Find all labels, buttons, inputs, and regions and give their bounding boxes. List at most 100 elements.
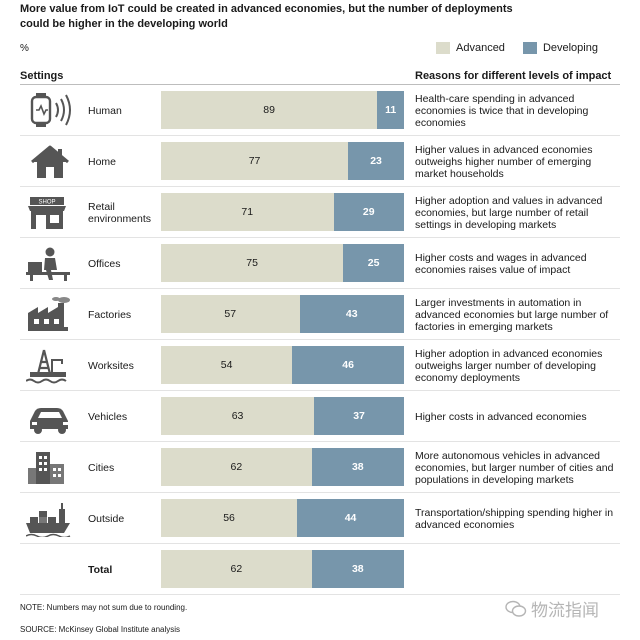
bar-segment-advanced: 63 xyxy=(161,397,315,435)
category-label: Offices xyxy=(88,257,121,270)
reason-text: Higher costs in advanced economies xyxy=(415,410,587,423)
legend-swatch-advanced xyxy=(436,42,450,54)
legend-label-developing: Developing xyxy=(542,42,598,54)
data-label-advanced: 54 xyxy=(220,359,233,371)
stacked-bar: 63 37 xyxy=(161,397,404,435)
chart-row: Factories 57 43 Larger investments in autom… xyxy=(20,289,620,340)
category-label: Factories xyxy=(88,308,132,321)
bar-segment-developing: 11 xyxy=(377,91,404,129)
bar-segment-advanced: 57 xyxy=(161,295,300,333)
source-note: SOURCE: McKinsey Global Institute analys… xyxy=(20,625,181,634)
chart-row: Total 62 38 xyxy=(20,544,620,595)
shop-icon: SHOP xyxy=(26,195,80,231)
category-label: Vehicles xyxy=(88,410,128,423)
stacked-bar: 56 44 xyxy=(161,499,404,537)
stacked-bar: 77 23 xyxy=(161,142,404,180)
bar-segment-advanced: 89 xyxy=(161,91,378,129)
reason-text: Higher adoption in advanced economies ou… xyxy=(415,347,603,384)
stacked-bar: 89 11 xyxy=(161,91,404,129)
bar-segment-developing: 38 xyxy=(311,448,404,486)
data-label-advanced: 77 xyxy=(248,155,261,167)
category-label: Retail environments xyxy=(88,200,152,225)
row-divider xyxy=(20,339,620,340)
bar-segment-developing: 29 xyxy=(333,193,404,231)
cargo-ship-icon xyxy=(25,501,80,539)
bar-segment-advanced: 71 xyxy=(161,193,334,231)
stacked-bar: 62 38 xyxy=(161,550,404,588)
watermark: 物流指闻 xyxy=(505,596,599,621)
data-label-developing: 11 xyxy=(385,104,397,116)
header-divider xyxy=(20,84,620,85)
house-icon xyxy=(26,144,80,180)
reason-text: Larger investments in automation in adva… xyxy=(415,296,609,333)
stacked-bar: 71 29 xyxy=(161,193,404,231)
category-label: Total xyxy=(88,563,113,576)
stacked-bar: 75 25 xyxy=(161,244,404,282)
reason-text: Higher adoption and values in advanced e… xyxy=(415,194,603,231)
data-label-developing: 29 xyxy=(362,206,375,218)
data-label-developing: 38 xyxy=(351,461,364,473)
chart-row: Outside 56 44 Transportation/shipping spend… xyxy=(20,493,620,544)
row-divider xyxy=(20,594,620,595)
stacked-bar: 54 46 xyxy=(161,346,404,384)
reason-text: Health-care spending in advanced economi… xyxy=(415,92,589,129)
chart-row: Vehicles 63 37 Higher costs in advanced eco… xyxy=(20,391,620,442)
bar-segment-developing: 43 xyxy=(299,295,404,333)
office-worker-icon xyxy=(26,246,80,282)
reason-text: Higher values in advanced economies outw… xyxy=(415,143,593,180)
reasons-header: Reasons for different levels of impact xyxy=(415,70,612,82)
category-label: Outside xyxy=(88,512,125,525)
row-divider xyxy=(20,288,620,289)
row-divider xyxy=(20,543,620,544)
data-label-developing: 44 xyxy=(344,512,357,524)
chart-title: More value from IoT could be created in … xyxy=(20,3,513,30)
bar-segment-advanced: 62 xyxy=(161,448,312,486)
unit-label: % xyxy=(20,43,29,54)
row-divider xyxy=(20,390,620,391)
legend-label-advanced: Advanced xyxy=(456,42,505,54)
category-label: Human xyxy=(88,104,122,117)
reason-text: Higher costs and wages in advanced econo… xyxy=(415,251,587,276)
legend: Advanced Developing xyxy=(436,42,616,54)
data-label-advanced: 62 xyxy=(230,563,243,575)
data-label-developing: 23 xyxy=(370,155,382,167)
reason-text: Transportation/shipping spending higher … xyxy=(415,506,614,531)
chat-bubble-icon xyxy=(505,600,527,617)
factory-icon xyxy=(26,297,80,333)
chart-row: SHOP Retail environments 71 29 Higher adopti… xyxy=(20,187,620,238)
legend-item-advanced: Advanced xyxy=(436,42,505,54)
row-divider xyxy=(20,492,620,493)
bar-segment-developing: 46 xyxy=(292,346,404,384)
data-label-advanced: 56 xyxy=(223,512,235,524)
category-label: Cities xyxy=(88,461,115,474)
chart-row: Worksites 54 46 Higher adoption in advanced… xyxy=(20,340,620,391)
bar-segment-advanced: 75 xyxy=(161,244,344,282)
data-label-advanced: 75 xyxy=(246,257,258,269)
bar-segment-developing: 37 xyxy=(314,397,404,435)
data-label-developing: 38 xyxy=(351,563,364,575)
data-label-developing: 25 xyxy=(367,257,380,269)
bar-segment-advanced: 54 xyxy=(161,346,293,384)
watermark-text: 物流指闻 xyxy=(531,601,599,620)
data-label-advanced: 89 xyxy=(263,104,275,116)
bar-segment-developing: 25 xyxy=(343,244,404,282)
category-label: Home xyxy=(88,155,117,168)
bar-segment-advanced: 56 xyxy=(161,499,298,537)
oil-rig-icon xyxy=(25,348,80,384)
bar-segment-developing: 23 xyxy=(348,142,404,180)
row-divider xyxy=(20,441,620,442)
bar-segment-advanced: 62 xyxy=(161,550,312,588)
data-label-developing: 46 xyxy=(342,359,354,371)
row-divider xyxy=(20,237,620,238)
data-label-advanced: 57 xyxy=(224,308,237,320)
legend-swatch-developing xyxy=(522,42,537,54)
chart-row: Cities 62 38 More autonomous vehicles in ad… xyxy=(20,442,620,493)
row-divider xyxy=(20,186,620,187)
bar-segment-developing: 44 xyxy=(297,499,404,537)
chart-row: Human 89 11 Health-care spending in advance… xyxy=(20,85,620,136)
chart-row: Home 77 23 Higher values in advanced econom… xyxy=(20,136,620,187)
footnote: NOTE: Numbers may not sum due to roundin… xyxy=(20,603,188,612)
car-icon xyxy=(26,399,80,435)
row-divider xyxy=(20,135,620,136)
chart-row: Offices 75 25 Higher costs and wages in adv… xyxy=(20,238,620,289)
